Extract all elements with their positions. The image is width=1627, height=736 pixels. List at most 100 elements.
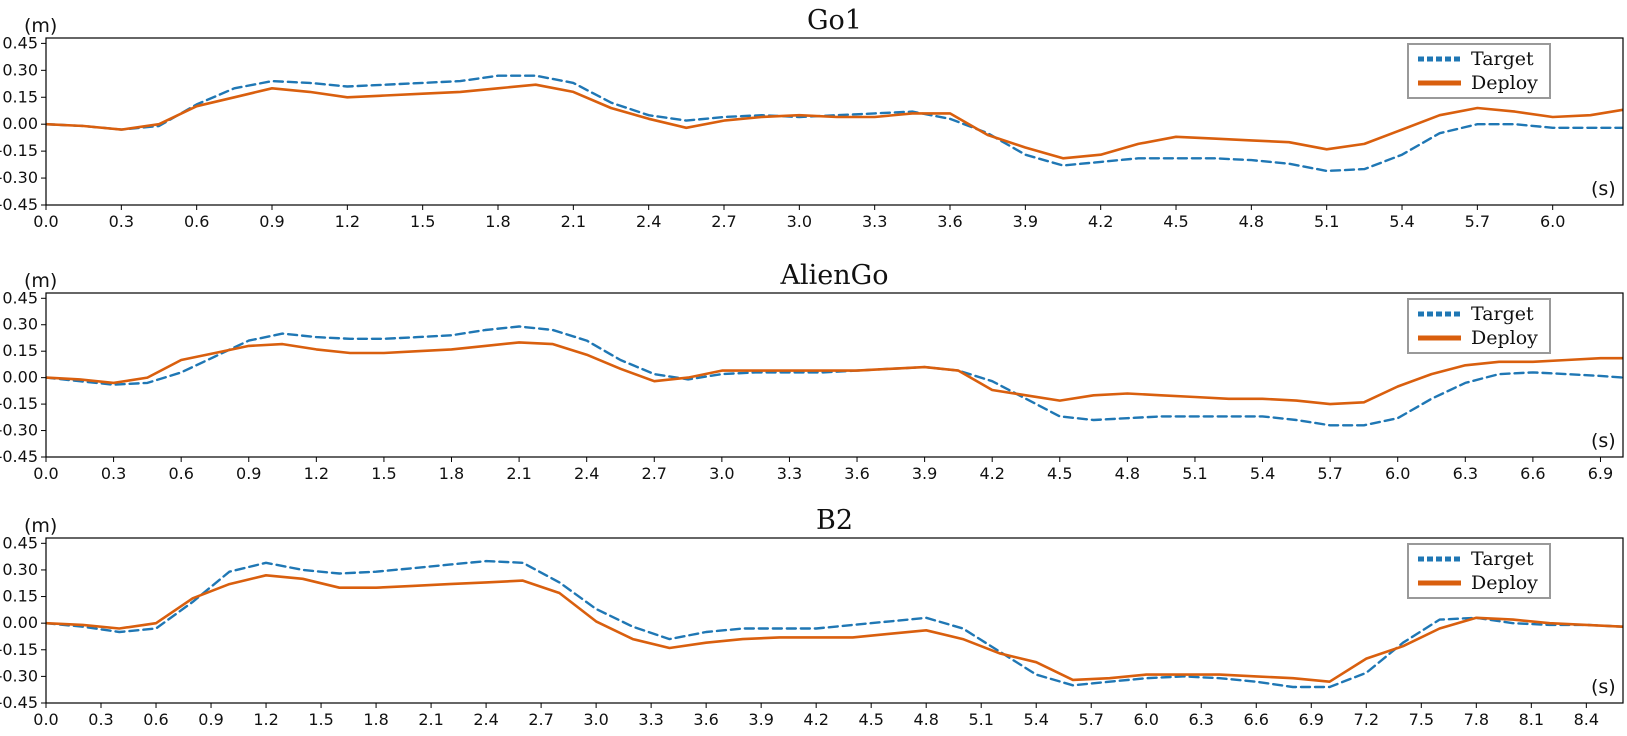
legend-label-deploy: Deploy	[1471, 327, 1538, 349]
x-tick-label: 5.1	[1182, 464, 1207, 483]
x-tick-label: 6.3	[1189, 710, 1214, 729]
y-tick-label: -0.30	[0, 168, 38, 187]
x-tick-label: 3.6	[937, 212, 962, 231]
y-tick-label: -0.30	[0, 666, 38, 685]
x-tick-label: 3.6	[693, 710, 718, 729]
y-axis-unit-label: (m)	[24, 270, 57, 292]
series-line-target	[46, 74, 1623, 173]
y-tick-label: -0.15	[0, 640, 38, 659]
y-tick-label: -0.45	[0, 693, 38, 712]
x-tick-label: 8.1	[1519, 710, 1544, 729]
x-tick-label: 3.3	[638, 710, 663, 729]
panel-title: AlienGo	[780, 260, 889, 291]
x-tick-label: 1.8	[439, 464, 464, 483]
x-tick-label: 3.0	[709, 464, 734, 483]
x-tick-label: 0.0	[33, 212, 58, 231]
y-tick-label: -0.45	[0, 195, 38, 214]
series-line-target	[46, 559, 1623, 689]
x-tick-label: 6.0	[1134, 710, 1159, 729]
x-tick-label: 5.4	[1250, 464, 1275, 483]
panel-2: B2(m)(s)0.450.300.150.00-0.15-0.30-0.450…	[0, 505, 1624, 729]
y-axis-unit-label: (m)	[24, 515, 57, 537]
x-tick-label: 6.0	[1385, 464, 1410, 483]
x-tick-label: 0.0	[33, 464, 58, 483]
x-tick-label: 5.1	[968, 710, 993, 729]
x-axis-unit-label: (s)	[1591, 178, 1616, 200]
panel-title: Go1	[807, 5, 862, 36]
x-tick-label: 2.7	[642, 464, 667, 483]
x-tick-label: 4.2	[979, 464, 1004, 483]
y-tick-label: 0.15	[2, 87, 38, 106]
panel-0: Go1 (m) (s) 0.45 0.30 0.15 0.00 -0.15 -0.30 -0.45…	[0, 5, 1624, 231]
x-tick-label: 4.5	[858, 710, 883, 729]
x-tick-label: 2.4	[636, 212, 661, 231]
y-tick-label: 0.45	[2, 288, 38, 307]
x-tick-label: 1.2	[253, 710, 278, 729]
x-tick-label: 7.2	[1354, 710, 1379, 729]
x-tick-label: 3.9	[912, 464, 937, 483]
x-tick-label: 2.7	[711, 212, 736, 231]
y-tick-label: 0.00	[2, 613, 38, 632]
x-tick-label: 6.0	[1540, 212, 1565, 231]
x-tick-label: 5.7	[1078, 710, 1103, 729]
y-tick-label: 0.15	[2, 587, 38, 606]
x-tick-label: 5.1	[1314, 212, 1339, 231]
x-axis-unit-label: (s)	[1591, 676, 1616, 698]
x-tick-label: 3.0	[583, 710, 608, 729]
x-tick-label: 4.8	[1239, 212, 1264, 231]
legend-label-target: Target	[1471, 48, 1534, 70]
x-tick-label: 4.2	[803, 710, 828, 729]
x-tick-label: 0.9	[198, 710, 223, 729]
y-axis-unit-label: (m)	[24, 15, 57, 37]
panel-1: AlienGo (m) (s) 0.45 0.30 0.15 0.00 -0.15 -0.30 -…	[0, 260, 1624, 483]
x-tick-label: 6.6	[1520, 464, 1545, 483]
x-tick-label: 0.9	[259, 212, 284, 231]
x-tick-label: 3.3	[862, 212, 887, 231]
x-tick-label: 6.9	[1299, 710, 1324, 729]
x-tick-label: 0.3	[109, 212, 134, 231]
y-tick-label: 0.15	[2, 341, 38, 360]
plot-frame	[45, 537, 1624, 704]
y-tick-label: -0.45	[0, 447, 38, 466]
x-tick-label: 5.7	[1465, 212, 1490, 231]
x-tick-label: 0.9	[236, 464, 261, 483]
x-tick-label: 0.6	[143, 710, 168, 729]
x-tick-label: 7.5	[1409, 710, 1434, 729]
x-tick-label: 3.6	[844, 464, 869, 483]
series-line-deploy	[46, 341, 1623, 406]
x-tick-label: 4.5	[1047, 464, 1072, 483]
y-tick-label: -0.30	[0, 421, 38, 440]
series-line-deploy	[46, 573, 1623, 684]
x-tick-label: 2.1	[561, 212, 586, 231]
x-tick-label: 5.4	[1023, 710, 1048, 729]
plot-frame	[45, 292, 1624, 458]
x-tick-label: 5.4	[1389, 212, 1414, 231]
x-tick-label: 4.2	[1088, 212, 1113, 231]
x-tick-label: 8.4	[1574, 710, 1599, 729]
x-tick-label: 1.5	[410, 212, 435, 231]
x-tick-label: 3.3	[777, 464, 802, 483]
legend-box	[1407, 543, 1551, 599]
x-tick-label: 4.8	[913, 710, 938, 729]
panel-title: B2	[816, 505, 853, 536]
plot-frame	[45, 37, 1624, 206]
x-tick-label: 1.8	[363, 710, 388, 729]
x-tick-label: 0.6	[184, 212, 209, 231]
x-tick-label: 1.5	[308, 710, 333, 729]
legend-label-target: Target	[1471, 548, 1534, 570]
x-tick-label: 2.1	[418, 710, 443, 729]
y-tick-label: 0.30	[2, 315, 38, 334]
y-tick-label: -0.15	[0, 141, 38, 160]
x-tick-label: 4.5	[1163, 212, 1188, 231]
y-tick-label: 0.30	[2, 560, 38, 579]
x-tick-label: 1.2	[335, 212, 360, 231]
series-line-target	[46, 325, 1623, 427]
x-tick-label: 0.0	[33, 710, 58, 729]
x-tick-label: 6.3	[1453, 464, 1478, 483]
x-tick-label: 3.9	[1013, 212, 1038, 231]
legend-box	[1407, 298, 1551, 354]
y-tick-label: -0.15	[0, 394, 38, 413]
